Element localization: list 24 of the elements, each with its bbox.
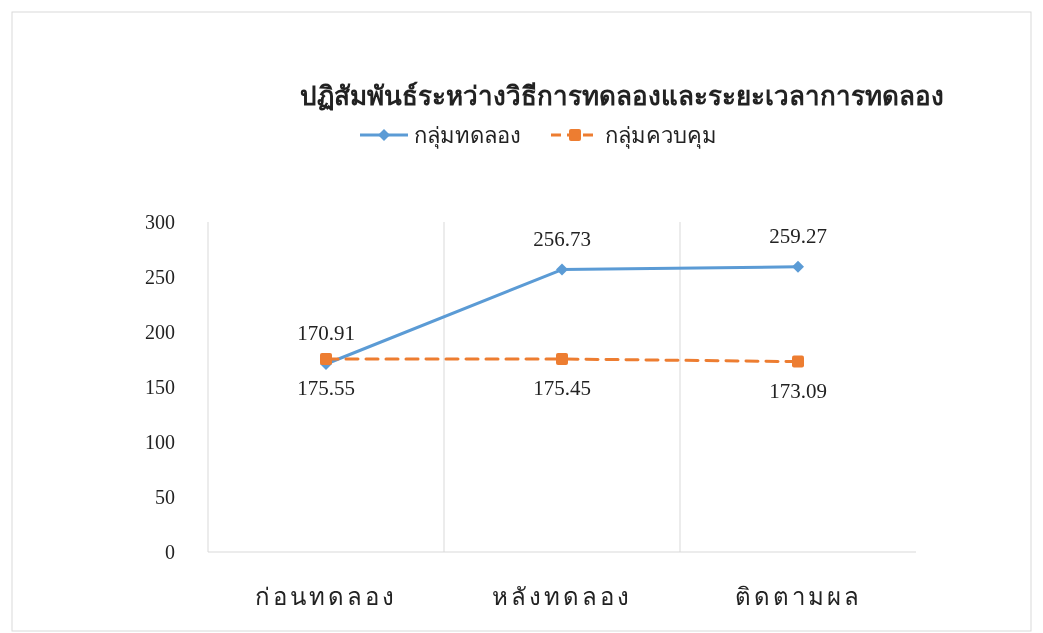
data-label: 175.55 (297, 375, 355, 400)
point (792, 260, 804, 273)
chart-title: ปฏิสัมพันธ์ระหว่างวิธีการทดลองและระยะเวลาการทดลอง (300, 81, 944, 111)
data-label: 256.73 (533, 226, 591, 251)
data-label: 170.91 (297, 321, 355, 345)
point (556, 263, 568, 276)
data-label: 259.27 (769, 223, 827, 248)
point (556, 353, 568, 366)
y-tick-label: 100 (145, 431, 175, 453)
y-tick-label: 250 (145, 266, 175, 288)
point (792, 355, 804, 368)
y-tick-label: 0 (165, 541, 175, 563)
legend-label: กลุ่มควบคุม (605, 123, 717, 149)
data-label: 173.09 (769, 378, 827, 403)
data-label: 175.45 (533, 376, 591, 401)
y-tick-label: 200 (145, 321, 175, 343)
x-tick-label: หลังทดลอง (492, 584, 632, 610)
y-tick-label: 150 (145, 376, 175, 398)
point (320, 352, 332, 365)
x-tick-label: ติดตามผล (734, 584, 862, 610)
x-tick-label: ก่อนทดลอง (255, 584, 397, 610)
y-tick-label: 50 (155, 486, 175, 508)
y-tick-label: 300 (145, 211, 175, 233)
legend-label: กลุ่มทดลอง (414, 123, 521, 149)
